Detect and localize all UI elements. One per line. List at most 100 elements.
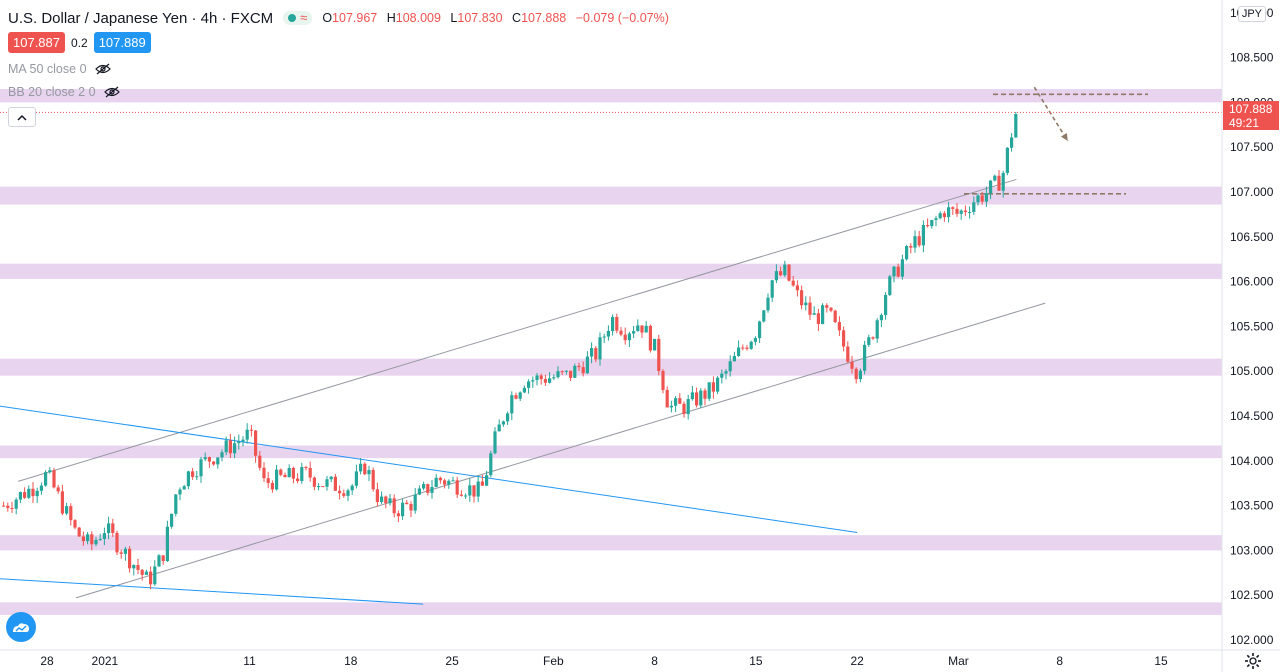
candle-body bbox=[182, 486, 186, 490]
candle-body bbox=[220, 452, 224, 458]
indicator-ma[interactable]: MA 50 close 0 bbox=[8, 62, 111, 76]
candle-body bbox=[896, 266, 900, 277]
candle-body bbox=[22, 492, 27, 498]
market-status-badge[interactable]: ≈ bbox=[283, 11, 313, 25]
candle-body bbox=[753, 338, 757, 342]
candle-body bbox=[951, 207, 955, 209]
candle-body bbox=[211, 461, 216, 465]
candle-body bbox=[820, 305, 825, 324]
candle-body bbox=[455, 480, 459, 495]
candle-body bbox=[56, 487, 60, 492]
candle-body bbox=[308, 467, 312, 478]
chevron-up-icon bbox=[17, 114, 27, 121]
candle-body bbox=[77, 527, 81, 537]
collapse-legend-button[interactable] bbox=[8, 107, 36, 127]
candle-body bbox=[526, 381, 531, 388]
candle-body bbox=[434, 477, 438, 487]
symbol-title[interactable]: U.S. Dollar / Japanese Yen · 4h · FXCM bbox=[8, 10, 273, 27]
candle-body bbox=[27, 488, 31, 498]
candle-body bbox=[514, 395, 518, 399]
candle-body bbox=[199, 459, 203, 477]
candle-body bbox=[354, 471, 358, 486]
candle-body bbox=[623, 334, 627, 341]
candle-body bbox=[165, 526, 169, 562]
candle-body bbox=[909, 246, 913, 248]
open-label: O bbox=[322, 11, 333, 25]
zone-band bbox=[0, 445, 1222, 459]
candle-body bbox=[228, 440, 232, 454]
candle-body bbox=[921, 225, 925, 246]
candle-body bbox=[1009, 137, 1014, 148]
buy-button[interactable]: 107.889 bbox=[93, 32, 151, 53]
candle-body bbox=[468, 485, 472, 496]
eye-hidden-icon[interactable] bbox=[94, 63, 111, 75]
candle-body bbox=[304, 467, 308, 469]
candle-body bbox=[60, 491, 64, 514]
candle-body bbox=[169, 513, 174, 527]
y-tick-label: 105.000 bbox=[1230, 364, 1274, 378]
candle-body bbox=[808, 302, 812, 315]
candle-body bbox=[342, 493, 346, 496]
candle-body bbox=[195, 476, 199, 478]
candle-body bbox=[657, 338, 661, 371]
candle-body bbox=[245, 429, 249, 440]
candle-body bbox=[619, 330, 623, 335]
candle-body bbox=[774, 271, 778, 281]
candle-body bbox=[589, 348, 594, 357]
candle-series bbox=[1, 112, 1018, 590]
candle-body bbox=[379, 496, 384, 502]
x-tick-label: 2021 bbox=[92, 654, 119, 668]
y-tick-label: 107.000 bbox=[1230, 185, 1274, 199]
gear-icon[interactable] bbox=[1244, 652, 1262, 670]
candle-body bbox=[791, 280, 795, 286]
separator: · bbox=[191, 9, 197, 27]
candle-body bbox=[111, 523, 115, 533]
candle-body bbox=[745, 347, 749, 349]
tradingview-logo-icon[interactable] bbox=[6, 612, 36, 642]
sell-button[interactable]: 107.887 bbox=[8, 32, 65, 53]
indicator-bb[interactable]: BB 20 close 2 0 bbox=[8, 85, 120, 99]
candle-body bbox=[90, 534, 94, 545]
candle-body bbox=[741, 347, 745, 349]
candle-body bbox=[564, 370, 568, 372]
candle-body bbox=[841, 330, 846, 347]
candle-body bbox=[900, 259, 904, 277]
candle-body bbox=[522, 387, 526, 393]
candle-body bbox=[715, 377, 720, 392]
candle-body bbox=[274, 469, 279, 490]
candle-body bbox=[711, 382, 715, 392]
change-value: −0.079 (−0.07%) bbox=[575, 11, 669, 25]
candle-body bbox=[816, 313, 820, 324]
candle-body bbox=[249, 429, 253, 431]
candle-body bbox=[606, 330, 610, 337]
indicator-ma-label: MA 50 close 0 bbox=[8, 62, 87, 76]
candle-body bbox=[237, 441, 241, 444]
candle-body bbox=[560, 371, 564, 373]
candle-body bbox=[451, 480, 455, 482]
chart-header: U.S. Dollar / Japanese Yen · 4h · FXCM ≈… bbox=[8, 8, 669, 28]
candle-body bbox=[602, 336, 606, 338]
candle-body bbox=[963, 210, 967, 213]
channel-upper-line bbox=[17, 178, 1017, 482]
currency-badge[interactable]: JPY bbox=[1237, 6, 1266, 22]
candle-body bbox=[871, 337, 875, 339]
candle-body bbox=[18, 492, 22, 500]
candle-body bbox=[295, 478, 300, 482]
candle-body bbox=[232, 443, 237, 454]
indicator-bb-label: BB 20 close 2 0 bbox=[8, 85, 96, 99]
low-label: L bbox=[450, 11, 458, 25]
open-value: 107.967 bbox=[332, 11, 378, 25]
candle-body bbox=[770, 280, 774, 298]
x-tick-label: 15 bbox=[1154, 654, 1168, 668]
candle-body bbox=[140, 569, 144, 575]
projection-arrow-line bbox=[1033, 86, 1069, 142]
x-tick-label: 11 bbox=[243, 654, 256, 668]
candle-body bbox=[119, 552, 123, 554]
candle-body bbox=[875, 320, 879, 339]
eye-hidden-icon[interactable] bbox=[103, 86, 120, 98]
candle-body bbox=[547, 378, 552, 383]
candle-body bbox=[925, 225, 930, 227]
close-value: 107.888 bbox=[521, 11, 567, 25]
candle-body bbox=[497, 424, 501, 432]
